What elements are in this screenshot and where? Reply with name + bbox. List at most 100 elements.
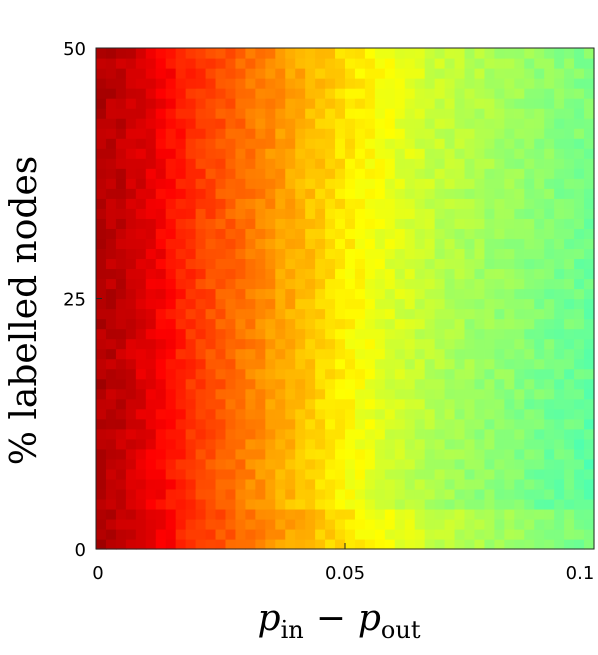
heatmap-cell [96, 198, 107, 209]
heatmap-cell [394, 288, 406, 300]
heatmap-cell [354, 468, 366, 480]
heatmap-cell [534, 158, 545, 169]
heatmap-cell [444, 238, 456, 249]
heatmap-cell [474, 128, 486, 139]
heatmap-cell [564, 328, 575, 340]
heatmap-cell [185, 478, 197, 490]
heatmap-cell [384, 288, 396, 300]
heatmap-cell [554, 288, 565, 300]
heatmap-cell [335, 148, 346, 159]
heatmap-cell [195, 128, 207, 139]
heatmap-cell [504, 88, 515, 99]
heatmap-cell [504, 368, 515, 380]
heatmap-cell [514, 278, 525, 290]
heatmap-cell [135, 268, 147, 280]
heatmap-cell [414, 408, 426, 420]
heatmap-cell [185, 308, 197, 320]
heatmap-cell [315, 398, 326, 410]
heatmap-cell [285, 308, 296, 320]
heatmap-cell [125, 208, 137, 219]
heatmap-cell [145, 358, 157, 370]
heatmap-cell [534, 128, 545, 139]
heatmap-cell [484, 518, 495, 530]
heatmap-cell [295, 168, 306, 179]
heatmap-cell [325, 288, 336, 300]
heatmap-cell [215, 428, 227, 440]
heatmap-cell [135, 98, 147, 109]
heatmap-cell [225, 378, 237, 390]
heatmap-cell [235, 448, 246, 460]
heatmap-cell [434, 448, 446, 460]
heatmap-cell [534, 68, 545, 79]
heatmap-cell [554, 128, 565, 139]
heatmap-cell [245, 148, 256, 159]
heatmap-cell [155, 78, 167, 89]
heatmap-cell [374, 318, 386, 330]
heatmap-cell [115, 148, 127, 159]
heatmap-cell [454, 488, 466, 500]
heatmap-cell [364, 528, 376, 540]
heatmap-cell [255, 118, 266, 129]
heatmap-cell [155, 278, 167, 290]
heatmap-cell [195, 238, 207, 249]
heatmap-cell [464, 318, 476, 330]
heatmap-cell [454, 428, 466, 440]
heatmap-cell [285, 298, 296, 310]
heatmap-cell [245, 218, 256, 229]
heatmap-cell [315, 118, 326, 129]
heatmap-cell [544, 268, 555, 280]
heatmap-cell [424, 478, 436, 490]
heatmap-cell [325, 278, 336, 290]
heatmap-cell [145, 508, 157, 520]
heatmap-cell [235, 78, 246, 89]
heatmap-cell [145, 408, 157, 420]
heatmap-cell [105, 208, 117, 219]
heatmap-cell [225, 498, 237, 510]
heatmap-cell [205, 438, 217, 450]
heatmap-cell [504, 228, 515, 239]
heatmap-cell [364, 518, 376, 530]
heatmap-cell [434, 298, 446, 310]
heatmap-cell [404, 268, 416, 280]
heatmap-cell [195, 218, 207, 229]
heatmap-cell [484, 168, 495, 179]
heatmap-cell [105, 318, 117, 330]
heatmap-cell [235, 128, 246, 139]
heatmap-cell [255, 138, 266, 149]
heatmap-cell [155, 288, 167, 300]
heatmap-cell [434, 388, 446, 400]
heatmap-cell [335, 118, 346, 129]
heatmap-cell [554, 58, 565, 69]
heatmap-cell [584, 158, 595, 169]
heatmap-cell [175, 418, 187, 430]
heatmap-cell [374, 478, 386, 490]
heatmap-cell [225, 398, 237, 410]
heatmap-cell [235, 138, 246, 149]
heatmap-cell [364, 308, 376, 320]
heatmap-cell [185, 358, 197, 370]
heatmap-cell [185, 318, 197, 330]
heatmap-cell [235, 158, 246, 169]
heatmap-cell [335, 478, 346, 490]
heatmap-cell [514, 188, 525, 199]
heatmap-cell [165, 68, 177, 79]
heatmap-cell [414, 318, 426, 330]
heatmap-cell [96, 458, 107, 470]
heatmap-cell [105, 428, 117, 440]
heatmap-cell [564, 298, 575, 310]
heatmap-cell [354, 408, 366, 420]
heatmap-cell [424, 368, 436, 380]
heatmap-cell [335, 128, 346, 139]
heatmap-cell [305, 498, 316, 510]
heatmap-cell [354, 178, 366, 189]
heatmap-cell [215, 128, 227, 139]
heatmap-cell [265, 438, 276, 450]
heatmap-cell [295, 328, 306, 340]
heatmap-cell [265, 138, 276, 149]
heatmap-cell [165, 308, 177, 320]
heatmap-cell [434, 278, 446, 290]
heatmap-cell [255, 298, 266, 310]
heatmap-cell [464, 88, 476, 99]
heatmap-cell [235, 378, 246, 390]
